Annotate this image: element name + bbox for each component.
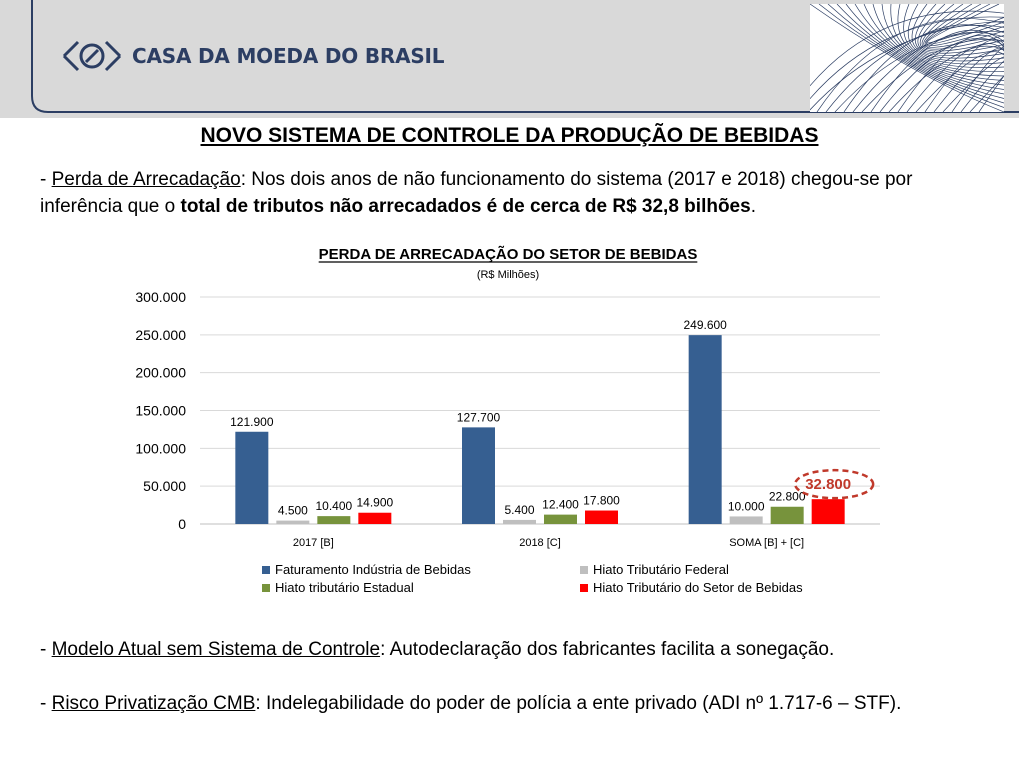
x-tick-label: SOMA [B] + [C] (729, 537, 804, 549)
revenue-loss-chart: PERDA DE ARRECADAÇÃO DO SETOR DE BEBIDAS… (135, 245, 880, 595)
x-tick-label: 2017 [B] (293, 537, 334, 549)
bar (276, 520, 310, 524)
bar (235, 431, 269, 524)
y-tick-label: 150.000 (135, 403, 186, 419)
y-tick-label: 250.000 (135, 327, 186, 343)
chart-bars: 121.900 4.500 10.400 14.900 127.700 5.400 12.4… (230, 318, 851, 524)
legend-swatch (262, 584, 270, 592)
page-title: NOVO SISTEMA DE CONTROLE DA PRODUÇÃO DE … (200, 124, 819, 147)
intro-label: Perda de Arrecadação (51, 169, 241, 190)
data-label: 32.800 (805, 476, 851, 493)
highlight-ellipse (793, 468, 875, 500)
legend-swatch (262, 566, 270, 574)
bar (585, 510, 618, 524)
y-tick-label: 100.000 (135, 440, 186, 456)
bar (811, 499, 845, 524)
bar (358, 512, 392, 524)
chart-gridlines (200, 296, 880, 525)
data-label: 249.600 (683, 318, 727, 332)
bar (462, 427, 495, 524)
data-label: 10.400 (315, 499, 352, 513)
bar (729, 516, 763, 524)
y-tick-label: 200.000 (135, 365, 186, 381)
bar (503, 519, 536, 524)
y-tick-label: 0 (178, 516, 186, 532)
data-label: 14.900 (356, 496, 393, 510)
bullet-current-model-label: Modelo Atual sem Sistema de Controle (51, 639, 381, 660)
header-frame-line (31, 0, 1019, 113)
data-label: 121.900 (230, 415, 274, 429)
legend-swatch (580, 566, 588, 574)
bullet-privatization-risk: - Risco Privatização CMB: Indelegabilida… (40, 693, 902, 714)
bar (688, 335, 722, 524)
y-tick-label: 300.000 (135, 289, 186, 305)
bullet-privatization-risk-label: Risco Privatização CMB (51, 693, 256, 714)
data-label: 10.000 (728, 499, 765, 513)
logo-text: CASA DA MOEDA DO BRASIL (132, 44, 445, 68)
data-label: 5.400 (504, 503, 534, 517)
data-label: 17.800 (583, 494, 620, 508)
legend-label: Hiato Tributário do Setor de Bebidas (593, 580, 803, 595)
legend-label: Hiato tributário Estadual (275, 580, 414, 595)
y-axis-ticks: 0 50.000 100.000 150.000 200.000 250.000 300.0… (135, 289, 186, 532)
legend-swatch (580, 584, 588, 592)
chart-title: PERDA DE ARRECADAÇÃO DO SETOR DE BEBIDAS (319, 245, 698, 263)
guilloche-pattern (810, 4, 1004, 112)
chart-legend: Faturamento Indústria de Bebidas Hiato Tr… (262, 562, 803, 595)
x-axis-labels: 2017 [B] 2018 [C] SOMA [B] + [C] (293, 537, 804, 549)
bullet-current-model: - Modelo Atual sem Sistema de Controle: … (40, 639, 835, 660)
intro-paragraph: - Perda de Arrecadação: Nos dois anos de… (40, 169, 913, 217)
intro-highlight: total de tributos não arrecadados é de c… (180, 196, 751, 217)
bar (544, 514, 577, 524)
data-label: 4.500 (278, 504, 308, 518)
legend-label: Faturamento Indústria de Bebidas (275, 562, 471, 577)
data-label: 22.800 (769, 490, 806, 504)
logo-emblem-icon (62, 40, 122, 72)
data-label: 12.400 (542, 498, 579, 512)
header-banner: CASA DA MOEDA DO BRASIL (0, 0, 1019, 118)
chart-subtitle: (R$ Milhões) (477, 269, 539, 281)
logo: CASA DA MOEDA DO BRASIL (62, 36, 445, 76)
bar (317, 516, 351, 524)
y-tick-label: 50.000 (143, 478, 186, 494)
x-tick-label: 2018 [C] (519, 537, 561, 549)
data-label: 127.700 (457, 410, 501, 424)
bar (770, 506, 804, 524)
legend-label: Hiato Tributário Federal (593, 562, 729, 577)
highlight-annotation (793, 468, 875, 500)
